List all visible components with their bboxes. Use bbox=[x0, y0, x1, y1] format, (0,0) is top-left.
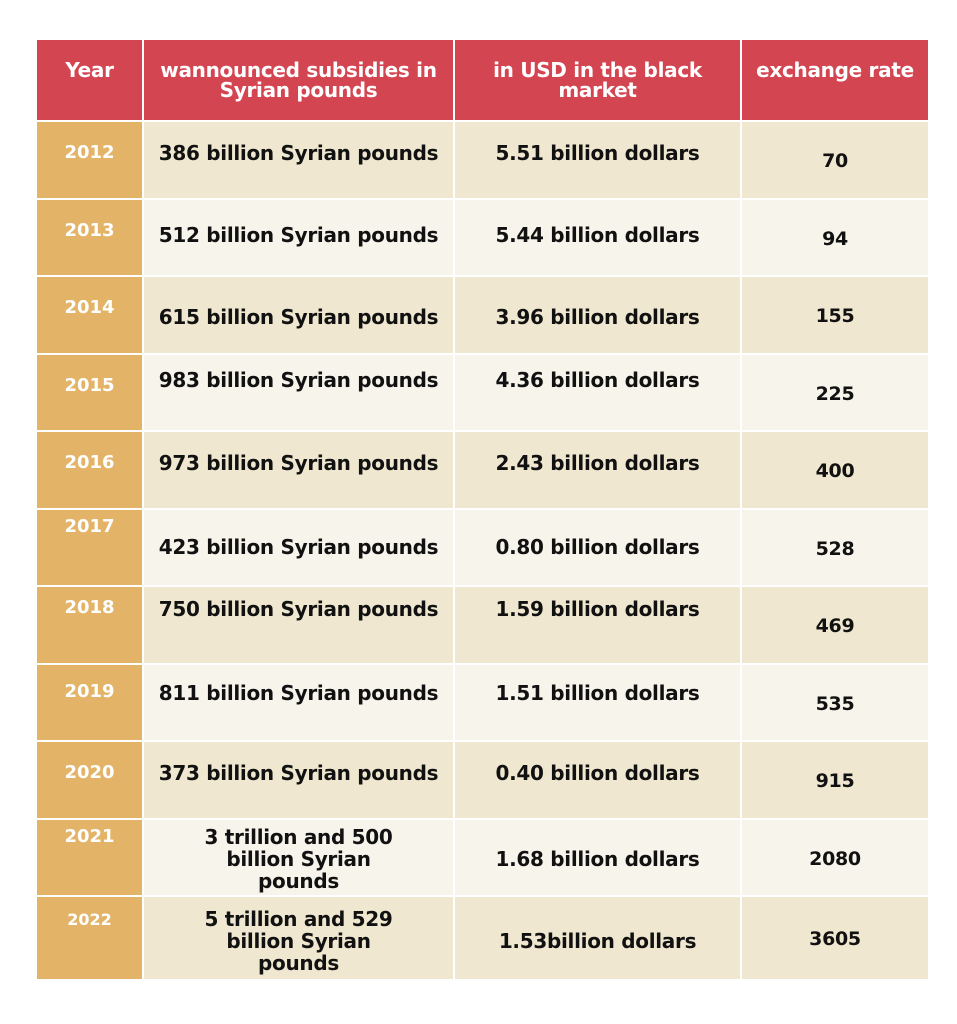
usd-text: 3.96 billion dollars bbox=[495, 305, 700, 329]
rate-cell: 535 bbox=[740, 662, 930, 742]
usd-text: 5.51 billion dollars bbox=[495, 141, 700, 165]
rate-cell: 225 bbox=[740, 352, 930, 432]
rate-cell: 528 bbox=[740, 507, 930, 587]
usd-cell: 1.68 billion dollars bbox=[453, 817, 742, 897]
year-cell: 2017 bbox=[35, 507, 144, 587]
table-row: 2019 811 billion Syrian pounds 1.51 bill… bbox=[35, 662, 930, 742]
rate-text: 528 bbox=[815, 537, 855, 560]
usd-text: 1.51 billion dollars bbox=[495, 680, 700, 705]
table-row: 2015 983 billion Syrian pounds 4.36 bill… bbox=[35, 352, 930, 432]
usd-text: 4.36 billion dollars bbox=[495, 367, 700, 392]
header-row: Year wannounced subsidies in Syrian poun… bbox=[35, 38, 930, 122]
table-row: 2017 423 billion Syrian pounds 0.80 bill… bbox=[35, 507, 930, 587]
table-row: 2021 3 trillion and 500 billion Syrian p… bbox=[35, 817, 930, 897]
rate-text: 155 bbox=[815, 305, 855, 327]
subsidies-text: 423 billion Syrian pounds bbox=[158, 534, 439, 559]
table-row: 2018 750 billion Syrian pounds 1.59 bill… bbox=[35, 585, 930, 665]
usd-text: 2.43 billion dollars bbox=[495, 451, 700, 475]
usd-text: 1.68 billion dollars bbox=[495, 846, 700, 871]
table-body: 2012 386 billion Syrian pounds 5.51 bill… bbox=[35, 120, 930, 981]
header-subsidies: wannounced subsidies in Syrian pounds bbox=[142, 38, 455, 122]
year-cell: 2014 bbox=[35, 275, 144, 355]
subsidies-text: 983 billion Syrian pounds bbox=[158, 367, 439, 392]
table-row: 2014 615 billion Syrian pounds 3.96 bill… bbox=[35, 275, 930, 355]
rate-cell: 400 bbox=[740, 430, 930, 510]
rate-cell: 2080 bbox=[740, 817, 930, 897]
year-cell: 2021 bbox=[35, 817, 144, 897]
table-header: Year wannounced subsidies in Syrian poun… bbox=[35, 38, 930, 122]
usd-cell: 1.51 billion dollars bbox=[453, 662, 742, 742]
header-year: Year bbox=[35, 38, 144, 122]
usd-cell: 1.59 billion dollars bbox=[453, 585, 742, 665]
subsidies-cell: 373 billion Syrian pounds bbox=[142, 740, 455, 820]
usd-cell: 0.80 billion dollars bbox=[453, 507, 742, 587]
subsidies-text: 973 billion Syrian pounds bbox=[158, 451, 439, 475]
year-cell: 2022 bbox=[35, 895, 144, 981]
subsidies-cell: 5 trillion and 529 billion Syrian pounds bbox=[142, 895, 455, 981]
rate-text: 469 bbox=[815, 615, 855, 637]
rate-cell: 70 bbox=[740, 120, 930, 200]
rate-cell: 94 bbox=[740, 197, 930, 277]
subsidies-cell: 811 billion Syrian pounds bbox=[142, 662, 455, 742]
table-row: 2013 512 billion Syrian pounds 5.44 bill… bbox=[35, 197, 930, 277]
subsidies-text: 3 trillion and 500 billion Syrian pounds bbox=[204, 824, 393, 893]
subsidies-cell: 615 billion Syrian pounds bbox=[142, 275, 455, 355]
rate-text: 915 bbox=[815, 770, 855, 792]
subsidies-cell: 423 billion Syrian pounds bbox=[142, 507, 455, 587]
table-row: 2016 973 billion Syrian pounds 2.43 bill… bbox=[35, 430, 930, 510]
usd-cell: 0.40 billion dollars bbox=[453, 740, 742, 820]
header-exchange-rate: exchange rate bbox=[740, 38, 930, 122]
subsidies-cell: 3 trillion and 500 billion Syrian pounds bbox=[142, 817, 455, 897]
subsidies-text: 615 billion Syrian pounds bbox=[158, 305, 439, 329]
header-usd: in USD in the black market bbox=[453, 38, 742, 122]
year-cell: 2018 bbox=[35, 585, 144, 665]
usd-text: 0.80 billion dollars bbox=[495, 534, 700, 559]
usd-cell: 4.36 billion dollars bbox=[453, 352, 742, 432]
usd-cell: 5.51 billion dollars bbox=[453, 120, 742, 200]
subsidies-text: 5 trillion and 529 billion Syrian pounds bbox=[204, 907, 393, 975]
year-cell: 2015 bbox=[35, 352, 144, 432]
rate-text: 94 bbox=[822, 227, 848, 250]
usd-cell: 1.53billion dollars bbox=[453, 895, 742, 981]
subsidies-text: 750 billion Syrian pounds bbox=[158, 597, 439, 621]
subsidies-cell: 983 billion Syrian pounds bbox=[142, 352, 455, 432]
rate-cell: 469 bbox=[740, 585, 930, 665]
subsidies-cell: 750 billion Syrian pounds bbox=[142, 585, 455, 665]
rate-text: 535 bbox=[815, 692, 855, 715]
usd-text: 1.53billion dollars bbox=[498, 929, 697, 953]
rate-text: 400 bbox=[815, 460, 855, 482]
usd-cell: 5.44 billion dollars bbox=[453, 197, 742, 277]
year-cell: 2019 bbox=[35, 662, 144, 742]
usd-cell: 2.43 billion dollars bbox=[453, 430, 742, 510]
usd-text: 0.40 billion dollars bbox=[495, 761, 700, 785]
rate-cell: 915 bbox=[740, 740, 930, 820]
subsidies-table-container: Year wannounced subsidies in Syrian poun… bbox=[35, 38, 930, 981]
subsidies-cell: 512 billion Syrian pounds bbox=[142, 197, 455, 277]
subsidies-cell: 386 billion Syrian pounds bbox=[142, 120, 455, 200]
subsidies-table: Year wannounced subsidies in Syrian poun… bbox=[35, 38, 930, 981]
subsidies-text: 512 billion Syrian pounds bbox=[158, 222, 439, 247]
year-cell: 2016 bbox=[35, 430, 144, 510]
table-row: 2022 5 trillion and 529 billion Syrian p… bbox=[35, 895, 930, 981]
table-row: 2012 386 billion Syrian pounds 5.51 bill… bbox=[35, 120, 930, 200]
year-cell: 2020 bbox=[35, 740, 144, 820]
rate-text: 3605 bbox=[809, 928, 861, 950]
subsidies-text: 373 billion Syrian pounds bbox=[158, 761, 439, 785]
year-cell: 2012 bbox=[35, 120, 144, 200]
rate-text: 70 bbox=[822, 150, 848, 172]
usd-cell: 3.96 billion dollars bbox=[453, 275, 742, 355]
subsidies-text: 386 billion Syrian pounds bbox=[158, 141, 439, 165]
usd-text: 1.59 billion dollars bbox=[495, 597, 700, 621]
rate-text: 225 bbox=[815, 382, 855, 405]
year-cell: 2013 bbox=[35, 197, 144, 277]
table-row: 2020 373 billion Syrian pounds 0.40 bill… bbox=[35, 740, 930, 820]
subsidies-cell: 973 billion Syrian pounds bbox=[142, 430, 455, 510]
rate-text: 2080 bbox=[809, 847, 861, 870]
subsidies-text: 811 billion Syrian pounds bbox=[158, 680, 439, 705]
rate-cell: 155 bbox=[740, 275, 930, 355]
usd-text: 5.44 billion dollars bbox=[495, 222, 700, 247]
rate-cell: 3605 bbox=[740, 895, 930, 981]
